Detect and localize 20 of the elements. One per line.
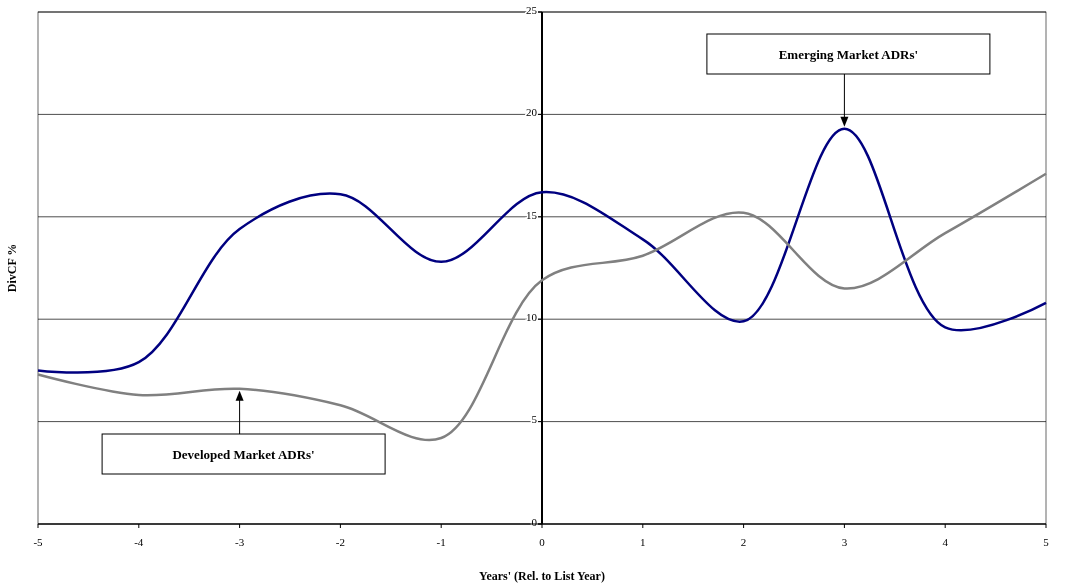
y-axis-title: DivCF % [5,243,19,293]
y-tick-label: 25 [526,3,538,16]
y-tick-label: 5 [531,413,538,426]
annotation: Developed Market ADRs' [172,446,315,462]
annotation: Emerging Market ADRs' [778,46,919,62]
x-tick-label: -5 [33,536,44,548]
x-tick-label: -4 [134,536,144,548]
x-tick-label: 4 [942,536,949,548]
x-tick-label: -2 [335,536,345,548]
x-tick-label: 3 [841,536,848,548]
y-tick-label: 15 [526,208,538,221]
x-tick-label: 5 [1043,536,1050,548]
x-tick-label: -3 [235,536,245,548]
x-tick-label: -1 [436,536,446,548]
y-tick-label: 0 [531,515,538,528]
x-tick-label: 1 [640,536,646,548]
x-axis-title: Years' (Rel. to List Year) [479,569,605,583]
y-tick-label: 10 [526,311,538,324]
x-tick-label: 0 [539,536,546,548]
x-tick-label: 2 [740,536,747,548]
